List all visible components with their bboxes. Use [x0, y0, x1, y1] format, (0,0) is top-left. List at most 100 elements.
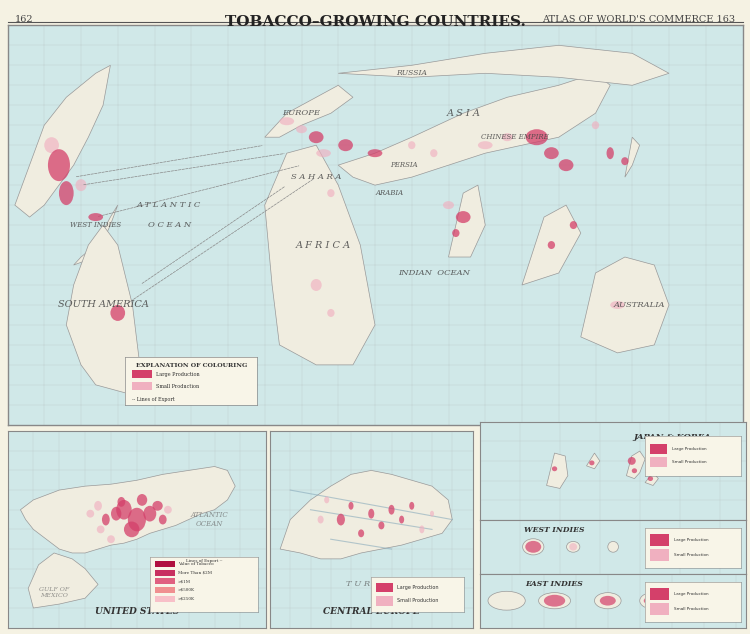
- Ellipse shape: [538, 593, 571, 609]
- Text: CHINESE EMPIRE: CHINESE EMPIRE: [481, 133, 548, 141]
- Text: WEST INDIES: WEST INDIES: [524, 526, 585, 534]
- Ellipse shape: [488, 592, 525, 610]
- Ellipse shape: [648, 476, 653, 481]
- Text: JAPAN & KOREA: JAPAN & KOREA: [633, 434, 710, 441]
- Ellipse shape: [410, 502, 414, 510]
- Text: CENTRAL EUROPE: CENTRAL EUROPE: [322, 607, 420, 616]
- Ellipse shape: [324, 496, 329, 503]
- Ellipse shape: [526, 129, 548, 145]
- Ellipse shape: [76, 179, 86, 191]
- Polygon shape: [338, 74, 610, 185]
- Polygon shape: [338, 46, 669, 86]
- Ellipse shape: [456, 211, 470, 223]
- Ellipse shape: [48, 149, 70, 181]
- Ellipse shape: [566, 541, 580, 552]
- Polygon shape: [580, 257, 669, 353]
- Ellipse shape: [689, 543, 697, 551]
- Polygon shape: [20, 467, 235, 553]
- Text: GULF OF
MEXICO: GULF OF MEXICO: [39, 587, 69, 598]
- Text: A F R I C A: A F R I C A: [296, 240, 351, 250]
- Polygon shape: [66, 225, 140, 393]
- Ellipse shape: [317, 515, 324, 524]
- Ellipse shape: [94, 501, 102, 511]
- Ellipse shape: [316, 149, 331, 157]
- Ellipse shape: [559, 159, 574, 171]
- Ellipse shape: [628, 457, 636, 465]
- Ellipse shape: [419, 526, 424, 533]
- Ellipse shape: [116, 500, 132, 520]
- Text: 162: 162: [15, 15, 34, 24]
- Polygon shape: [265, 86, 353, 137]
- Text: RUSSIA: RUSSIA: [396, 69, 427, 77]
- Ellipse shape: [610, 301, 625, 309]
- Ellipse shape: [118, 497, 125, 507]
- Ellipse shape: [280, 117, 294, 126]
- Text: PERSIA: PERSIA: [391, 161, 418, 169]
- Ellipse shape: [164, 506, 172, 514]
- Ellipse shape: [621, 157, 628, 165]
- Ellipse shape: [430, 511, 434, 517]
- Text: EUROPE: EUROPE: [283, 109, 320, 117]
- Text: S A H A R A: S A H A R A: [291, 173, 341, 181]
- Ellipse shape: [399, 515, 404, 524]
- Polygon shape: [626, 451, 645, 479]
- Ellipse shape: [552, 467, 557, 471]
- Ellipse shape: [59, 181, 74, 205]
- Text: ARABIA: ARABIA: [376, 189, 404, 197]
- Text: ATLANTIC
OCEAN: ATLANTIC OCEAN: [190, 511, 228, 528]
- Ellipse shape: [388, 505, 394, 515]
- Polygon shape: [586, 453, 600, 469]
- Text: UNITED STATES: UNITED STATES: [94, 607, 179, 616]
- Ellipse shape: [111, 507, 122, 521]
- Ellipse shape: [544, 595, 566, 607]
- Ellipse shape: [608, 541, 619, 552]
- Ellipse shape: [310, 279, 322, 291]
- Ellipse shape: [408, 141, 416, 149]
- Polygon shape: [448, 185, 485, 257]
- Ellipse shape: [544, 147, 559, 159]
- Polygon shape: [28, 553, 98, 608]
- Ellipse shape: [102, 514, 110, 526]
- Ellipse shape: [136, 494, 147, 506]
- Ellipse shape: [502, 133, 513, 141]
- Ellipse shape: [124, 522, 140, 537]
- Ellipse shape: [607, 147, 613, 159]
- Text: A T L A N T I C: A T L A N T I C: [137, 201, 201, 209]
- Ellipse shape: [600, 596, 616, 605]
- Polygon shape: [265, 145, 375, 365]
- Ellipse shape: [590, 460, 595, 465]
- Ellipse shape: [443, 201, 454, 209]
- Ellipse shape: [678, 594, 697, 607]
- Ellipse shape: [523, 539, 544, 555]
- Ellipse shape: [358, 529, 364, 537]
- Ellipse shape: [682, 597, 693, 604]
- Ellipse shape: [632, 469, 637, 473]
- Text: T U R K E Y: T U R K E Y: [346, 580, 396, 588]
- Ellipse shape: [548, 241, 555, 249]
- Text: TOBACCO–GROWING COUNTRIES.: TOBACCO–GROWING COUNTRIES.: [224, 15, 526, 29]
- Ellipse shape: [159, 515, 166, 524]
- Ellipse shape: [337, 514, 345, 526]
- Ellipse shape: [570, 221, 578, 229]
- Ellipse shape: [86, 510, 94, 517]
- Text: INDIAN  OCEAN: INDIAN OCEAN: [398, 269, 470, 277]
- Ellipse shape: [128, 508, 146, 531]
- Ellipse shape: [478, 141, 493, 149]
- Ellipse shape: [143, 506, 156, 522]
- Text: SOUTH AMERICA: SOUTH AMERICA: [58, 301, 148, 309]
- Ellipse shape: [592, 121, 599, 129]
- Polygon shape: [74, 205, 118, 265]
- Ellipse shape: [640, 593, 661, 608]
- Ellipse shape: [644, 597, 657, 605]
- Ellipse shape: [97, 526, 104, 533]
- Text: A S I A: A S I A: [446, 109, 480, 118]
- Ellipse shape: [110, 305, 125, 321]
- Text: EAST INDIES: EAST INDIES: [526, 580, 584, 588]
- Text: ATLAS OF WORLD'S COMMERCE 163: ATLAS OF WORLD'S COMMERCE 163: [542, 15, 735, 24]
- Ellipse shape: [327, 309, 334, 317]
- Ellipse shape: [378, 522, 385, 529]
- Ellipse shape: [88, 213, 103, 221]
- Polygon shape: [15, 65, 110, 217]
- Ellipse shape: [525, 541, 542, 553]
- Ellipse shape: [338, 139, 353, 151]
